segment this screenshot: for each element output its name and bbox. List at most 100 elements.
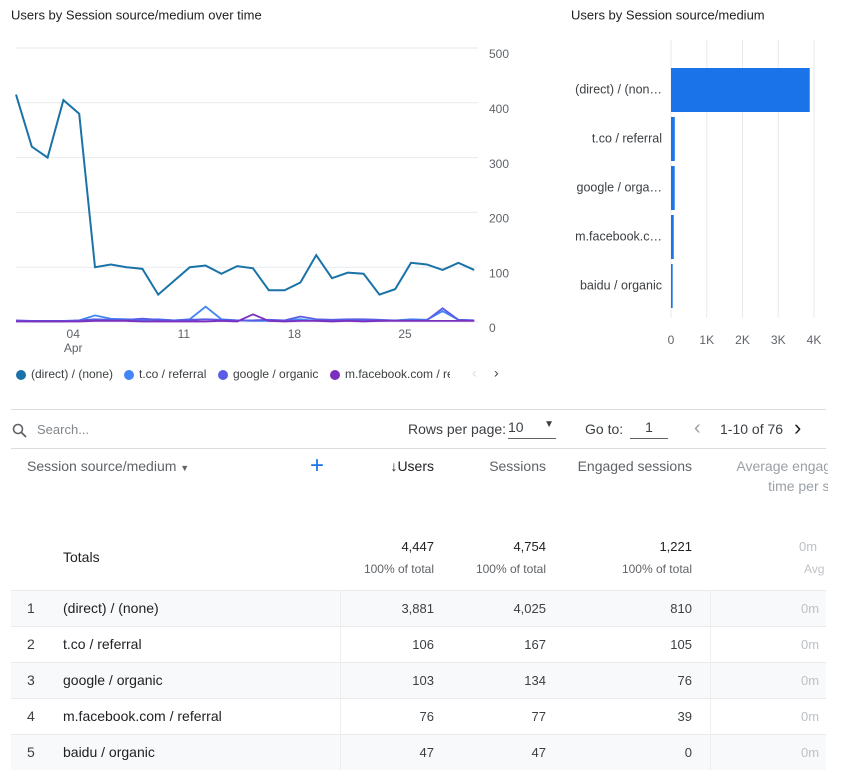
y-tick-label: 300 [489, 157, 509, 171]
legend-swatch [124, 370, 134, 380]
x-tick-label: 4K [807, 333, 822, 347]
totals-note: 100% of total [621, 562, 692, 576]
row-divider [11, 626, 826, 627]
y-tick-label: google / orga… [577, 180, 662, 194]
x-tick-label: 04 [67, 327, 81, 341]
legend-next[interactable]: › [494, 365, 499, 381]
y-tick-label: 500 [489, 47, 509, 61]
row-value: 0m [801, 709, 820, 724]
search-icon [12, 423, 27, 438]
row-value: 39 [677, 709, 692, 724]
row-dimension: google / organic [63, 672, 163, 688]
row-dimension: t.co / referral [63, 636, 142, 652]
x-tick-label: 0 [668, 333, 675, 347]
row-index: 5 [27, 744, 35, 760]
rows-per-page-label: Rows per page: [408, 421, 507, 437]
bar [671, 215, 674, 259]
totals-value: 4,447 [401, 539, 434, 554]
prev-page[interactable]: ‹ [694, 417, 701, 439]
y-tick-label: 100 [489, 266, 509, 280]
row-divider [11, 698, 826, 699]
row-index: 2 [27, 636, 35, 652]
column-header[interactable]: Average engagement time per session [736, 458, 828, 494]
legend-swatch [218, 370, 228, 380]
row-value: 4,025 [513, 601, 546, 616]
row-value: 0m [801, 745, 820, 760]
row-background [11, 590, 826, 626]
bar [671, 68, 810, 112]
x-tick-label: 11 [178, 327, 191, 341]
row-index: 1 [27, 600, 35, 616]
row-value: 3,881 [401, 601, 434, 616]
rows-per-page-value: 10 [508, 419, 524, 435]
row-value: 47 [419, 745, 434, 760]
bar [671, 166, 675, 210]
legend-label: google / organic [233, 367, 318, 381]
row-dimension: m.facebook.com / referral [63, 708, 222, 724]
row-value: 76 [677, 673, 692, 688]
totals-value: 0m [799, 539, 818, 554]
series-line [16, 313, 475, 323]
divider [11, 409, 826, 410]
totals-value: 1,221 [659, 539, 692, 554]
legend-label: m.facebook.com / referral [345, 367, 481, 381]
x-tick-label: 25 [398, 327, 412, 341]
column-header[interactable]: Engaged sessions [577, 458, 692, 474]
row-value: 134 [524, 673, 546, 688]
x-tick-label: 1K [699, 333, 714, 347]
row-value: 0 [684, 745, 692, 760]
row-divider [11, 590, 826, 591]
add-dimension[interactable]: + [310, 452, 325, 479]
row-value: 106 [412, 637, 434, 652]
row-dimension: baidu / organic [63, 744, 155, 760]
divider [11, 448, 826, 449]
column-title: Users [397, 458, 434, 474]
totals-note: 100% of total [363, 562, 434, 576]
column-title: Session source/medium [27, 458, 177, 474]
column-header[interactable]: ↓Users [390, 458, 434, 474]
y-tick-label: t.co / referral [592, 131, 662, 145]
row-dimension: (direct) / (none) [63, 600, 159, 616]
row-value: 105 [670, 637, 692, 652]
clip: Average engagement time per session [710, 456, 828, 516]
line-chart-title: Users by Session source/medium over time [11, 7, 262, 22]
next-page[interactable]: › [794, 415, 802, 440]
totals-label: Totals [63, 549, 100, 565]
x-tick-label: 3K [771, 333, 786, 347]
row-value: 77 [531, 709, 546, 724]
row-index: 3 [27, 672, 35, 688]
row-value: 810 [670, 601, 692, 616]
search-input[interactable]: Search... [37, 422, 90, 437]
y-tick-label: baidu / organic [580, 278, 662, 292]
row-index: 4 [27, 708, 35, 724]
y-tick-label: (direct) / (non… [575, 82, 662, 96]
row-divider [11, 662, 826, 663]
y-tick-label: 400 [489, 102, 509, 116]
column-divider [710, 590, 711, 770]
totals-note: 100% of total [475, 562, 546, 576]
bar-chart-title: Users by Session source/medium [571, 7, 765, 22]
legend-prev[interactable]: ‹ [472, 365, 477, 381]
row-value: 0m [801, 601, 820, 616]
column-divider [340, 590, 341, 770]
go-to-input[interactable]: 1 [630, 419, 668, 439]
rows-per-page-select[interactable]: 10 ▼ [508, 419, 556, 439]
x-month-label: Apr [64, 341, 83, 355]
row-value: 103 [412, 673, 434, 688]
legend-label: t.co / referral [139, 367, 206, 381]
legend-label: (direct) / (none) [31, 367, 113, 381]
row-divider [11, 734, 826, 735]
row-value: 76 [419, 709, 434, 724]
y-tick-label: m.facebook.c… [575, 229, 662, 243]
column-header[interactable]: Sessions [489, 458, 546, 474]
bar [671, 117, 675, 161]
row-background [11, 662, 826, 698]
totals-value: 4,754 [513, 539, 546, 554]
row-value: 0m [801, 637, 820, 652]
y-tick-label: 200 [489, 212, 509, 226]
x-tick-label: 2K [735, 333, 750, 347]
column-header[interactable]: Session source/medium ▼ [27, 458, 190, 474]
x-tick-label: 18 [288, 327, 302, 341]
pagination: 1-10 of 76 [720, 421, 784, 437]
